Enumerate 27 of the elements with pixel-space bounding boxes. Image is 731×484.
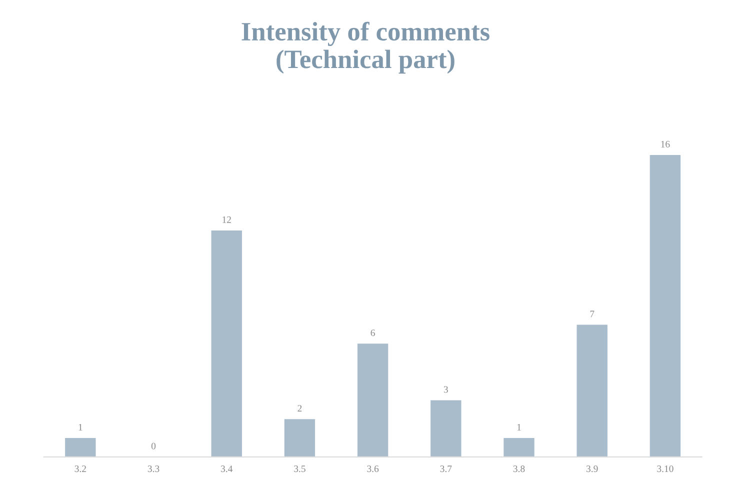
data-label: 12 — [222, 216, 231, 223]
x-tick-label: 3.7 — [440, 466, 452, 472]
bar — [576, 324, 608, 457]
data-label: 7 — [590, 310, 594, 318]
x-tick-label: 3.2 — [74, 466, 86, 472]
x-tick-label: 3.6 — [367, 466, 379, 472]
bar — [430, 400, 462, 457]
bar — [357, 344, 388, 457]
x-tick-label: 3.3 — [148, 466, 160, 472]
data-label: 2 — [298, 405, 302, 412]
data-label: 16 — [661, 140, 670, 148]
data-label: 6 — [370, 330, 375, 336]
chart-title: Intensity of comments (Technical part) — [242, 22, 490, 74]
bar — [650, 154, 681, 457]
x-tick-label: 3.9 — [586, 466, 598, 472]
bar — [284, 419, 316, 457]
data-label: 1 — [517, 424, 521, 430]
data-label: 0 — [151, 442, 156, 450]
x-tick-label: 3.4 — [221, 466, 233, 472]
bar — [211, 230, 242, 457]
x-tick-label: 3.5 — [294, 466, 306, 472]
data-label: 3 — [444, 386, 448, 393]
bar — [504, 438, 534, 457]
data-label: 1 — [78, 424, 82, 430]
x-tick-label: 3.10 — [657, 466, 674, 472]
x-tick-label: 3.8 — [513, 466, 525, 472]
bar — [65, 438, 96, 457]
